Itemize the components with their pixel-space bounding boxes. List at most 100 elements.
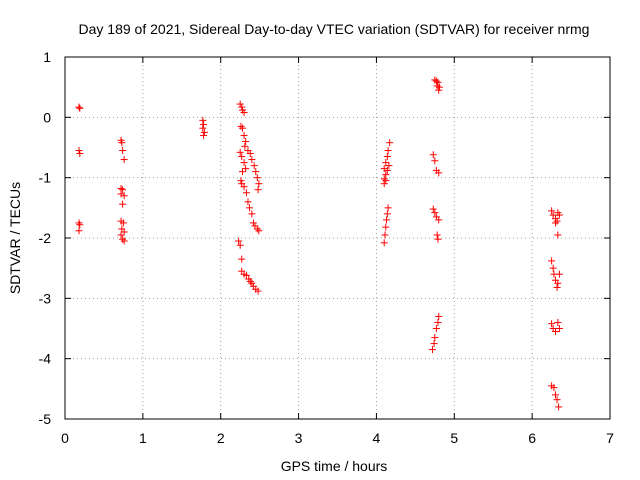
data-point [554, 318, 562, 326]
data-point [119, 186, 127, 194]
data-point [382, 177, 390, 185]
data-point [240, 159, 248, 167]
data-point [242, 189, 250, 197]
data-point [239, 124, 247, 132]
data-point [242, 165, 250, 173]
data-point [246, 204, 254, 212]
data-point [119, 147, 127, 155]
data-point [248, 279, 256, 287]
data-point [200, 121, 208, 129]
data-point [119, 235, 127, 243]
data-point [254, 287, 262, 295]
x-tick-label: 5 [450, 430, 458, 446]
data-point [117, 231, 125, 239]
data-point [200, 131, 208, 139]
data-point [554, 209, 562, 217]
data-point [246, 150, 254, 158]
data-point [239, 168, 247, 176]
data-point [554, 231, 562, 239]
x-tick-label: 7 [606, 430, 614, 446]
data-point [238, 153, 246, 161]
data-point [549, 211, 557, 219]
data-point [237, 177, 245, 185]
x-tick-label: 1 [139, 430, 147, 446]
data-point [76, 150, 84, 158]
data-point [118, 139, 126, 147]
y-tick-label: -3 [39, 290, 52, 306]
data-point [238, 103, 246, 111]
data-point [554, 279, 562, 287]
data-point [432, 325, 440, 332]
data-point [435, 216, 443, 224]
y-tick-label: 0 [43, 109, 51, 125]
y-tick-label: -4 [39, 351, 52, 367]
data-point [119, 219, 127, 227]
data-point [553, 396, 561, 404]
data-point [250, 162, 258, 170]
data-point [246, 277, 254, 285]
data-point [75, 147, 83, 155]
data-point [384, 204, 392, 212]
data-point [552, 328, 559, 336]
data-point [433, 231, 441, 239]
chart-title: Day 189 of 2021, Sidereal Day-to-day VTE… [79, 21, 590, 37]
data-point [240, 183, 248, 191]
data-point [435, 86, 443, 94]
data-point [383, 153, 391, 161]
data-point [237, 122, 245, 130]
data-point [120, 237, 128, 245]
data-point [384, 147, 392, 155]
x-tick-label: 6 [528, 430, 536, 446]
data-point [380, 239, 388, 247]
data-point [552, 391, 559, 399]
data-point [385, 162, 393, 170]
y-tick-label: -5 [39, 411, 52, 427]
data-point [199, 124, 207, 132]
data-point [75, 227, 83, 235]
data-point [380, 165, 388, 173]
y-tick-label: 1 [43, 49, 51, 65]
data-point [429, 151, 437, 159]
data-point [248, 210, 256, 218]
x-tick-label: 2 [217, 430, 225, 446]
data-point [550, 384, 558, 392]
data-point [382, 171, 390, 179]
y-tick-label: -2 [39, 230, 52, 246]
data-point [383, 166, 391, 174]
data-point [435, 169, 443, 177]
data-point [382, 159, 390, 167]
data-point [236, 241, 244, 249]
data-point [548, 207, 556, 215]
data-point [199, 116, 207, 124]
data-point [553, 217, 561, 225]
data-point [76, 221, 84, 229]
data-point [381, 231, 389, 239]
data-point [555, 270, 563, 278]
data-point [120, 156, 128, 164]
data-point [386, 139, 394, 147]
data-point [248, 156, 256, 164]
data-point [548, 320, 556, 328]
data-point [76, 104, 84, 112]
data-point [383, 210, 391, 218]
data-point [235, 237, 243, 245]
data-point [240, 109, 248, 117]
data-point [548, 257, 556, 265]
data-point [255, 180, 263, 188]
data-point [254, 186, 262, 194]
data-point [244, 198, 252, 206]
data-point [428, 346, 436, 354]
data-point [431, 209, 439, 217]
data-point [249, 219, 257, 227]
data-point [200, 128, 208, 136]
data-point [236, 148, 244, 156]
data-point [431, 334, 439, 342]
data-point [236, 100, 244, 108]
data-point [549, 264, 557, 272]
data-point [434, 78, 442, 86]
data-point [432, 77, 440, 85]
data-point [555, 325, 563, 332]
data-point [119, 200, 127, 208]
